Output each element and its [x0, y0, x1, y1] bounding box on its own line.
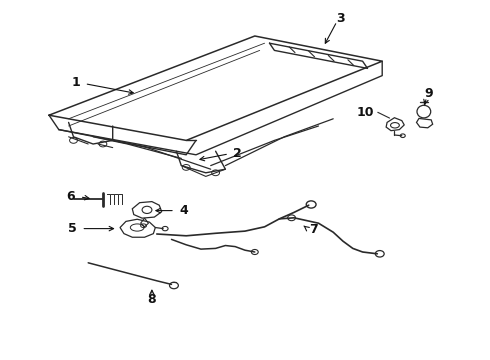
Text: 7: 7	[309, 223, 318, 236]
Text: 1: 1	[72, 76, 80, 89]
Text: 2: 2	[233, 147, 242, 159]
Text: 8: 8	[147, 293, 156, 306]
Text: 4: 4	[179, 204, 188, 217]
Text: 5: 5	[68, 222, 77, 235]
Text: 6: 6	[67, 190, 75, 203]
Text: 3: 3	[336, 12, 345, 24]
Text: 10: 10	[356, 106, 374, 119]
Text: 9: 9	[424, 87, 433, 100]
